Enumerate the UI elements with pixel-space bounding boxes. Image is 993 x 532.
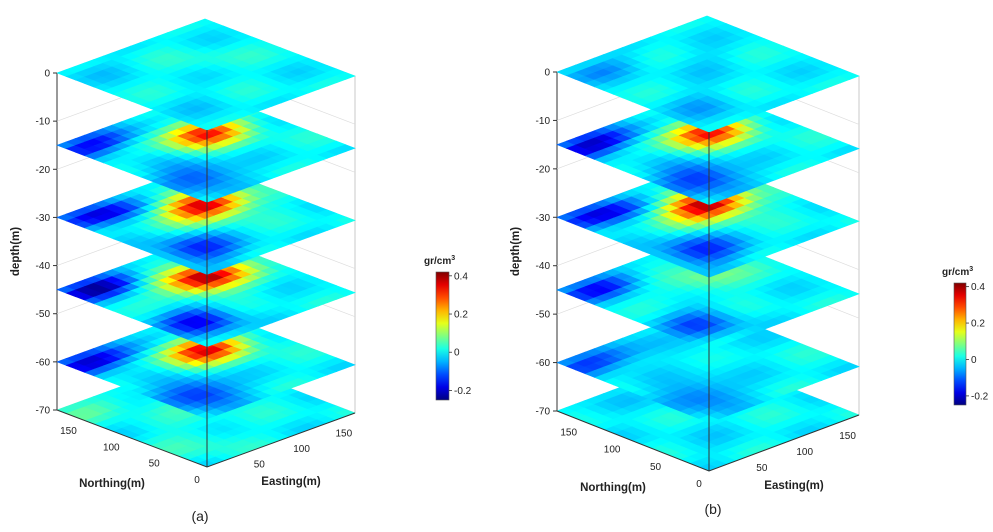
panel-a: 0 -10 -20 -30 -40 -50 -60 -70 depth(m) 0 50 100 150 N…	[10, 18, 472, 524]
easting-tick-label: 100	[293, 444, 310, 455]
easting-tick-label: 50	[254, 460, 266, 471]
depth-tick-label: 0	[44, 69, 50, 80]
easting-tick-label: 50	[756, 463, 768, 474]
depth-axis-label: depth(m)	[510, 227, 522, 276]
colorbar-tick-label: 0.4	[971, 282, 985, 293]
depth-tick-label: 0	[544, 68, 550, 79]
slice-cell	[839, 362, 860, 371]
slice-cell	[335, 216, 356, 225]
colorbar	[953, 282, 967, 406]
slice-cell	[335, 72, 356, 80]
northing-tick-label: 150	[60, 426, 77, 437]
northing-tick-label: 0	[194, 475, 200, 486]
easting-tick-label: 150	[839, 431, 856, 442]
depth-tick-label: -60	[36, 357, 51, 368]
colorbar-unit: gr/cm3	[424, 255, 455, 267]
colorbar-tick-label: 0.2	[454, 310, 468, 321]
depth-tick-label: -30	[36, 213, 51, 224]
northing-axis-label: Northing(m)	[79, 478, 145, 490]
northing-tick-label: 50	[149, 459, 161, 470]
depth-slice	[556, 233, 860, 351]
colorbar-unit: gr/cm3	[942, 266, 973, 278]
northing-axis-label: Northing(m)	[580, 482, 646, 494]
northing-tick-label: 50	[650, 462, 662, 473]
panel-b: 0 -10 -20 -30 -40 -50 -60 -70 depth(m) 0 50 100 150 N…	[510, 15, 989, 517]
base-edges	[56, 409, 356, 468]
northing-tick-label: 0	[696, 479, 702, 490]
base-edges	[556, 410, 860, 472]
slice-cell	[335, 144, 356, 152]
colorbar	[435, 271, 450, 401]
depth-axis-label: depth(m)	[10, 227, 22, 276]
depth-tick-label: -70	[536, 407, 551, 418]
easting-tick-label: 150	[336, 429, 353, 440]
slice-cell	[839, 71, 860, 80]
depth-tick-label: -50	[36, 309, 51, 320]
depth-tick-label: -40	[536, 261, 551, 272]
colorbar-tick-label: 0.2	[971, 319, 985, 330]
colorbar-tick-label: 0.4	[454, 271, 468, 282]
depth-tick-label: -60	[536, 358, 551, 369]
depth-tick-label: -20	[36, 165, 51, 176]
depth-tick-label: -10	[36, 117, 51, 128]
depth-slice	[56, 18, 356, 131]
panel-caption: (a)	[191, 508, 208, 524]
northing-tick-label: 150	[560, 428, 577, 439]
depth-tick-label: -70	[36, 406, 51, 417]
depth-slice	[556, 15, 860, 133]
slice-cell	[335, 288, 356, 297]
depth-tick-label: -40	[36, 261, 51, 272]
colorbar-tick-label: 0	[454, 348, 460, 359]
easting-axis-label: Easting(m)	[261, 476, 321, 488]
depth-tick-label: -50	[536, 310, 551, 321]
colorbar-tick-label: 0	[971, 355, 977, 366]
colorbar-tick-label: -0.2	[971, 391, 989, 402]
easting-tick-label: 100	[796, 447, 813, 458]
slice-cell	[839, 217, 860, 226]
northing-tick-label: 100	[604, 445, 621, 456]
depth-tick-label: -20	[536, 164, 551, 175]
depth-tick-label: -10	[536, 116, 551, 127]
colorbar-tick-label: -0.2	[454, 386, 472, 397]
slice-cell	[335, 360, 356, 369]
depth-tick-label: -30	[536, 213, 551, 224]
northing-tick-label: 100	[103, 442, 120, 453]
slice-cell	[839, 289, 860, 298]
slice-cell	[839, 144, 860, 153]
easting-axis-label: Easting(m)	[764, 480, 824, 492]
panel-caption: (b)	[704, 501, 721, 517]
